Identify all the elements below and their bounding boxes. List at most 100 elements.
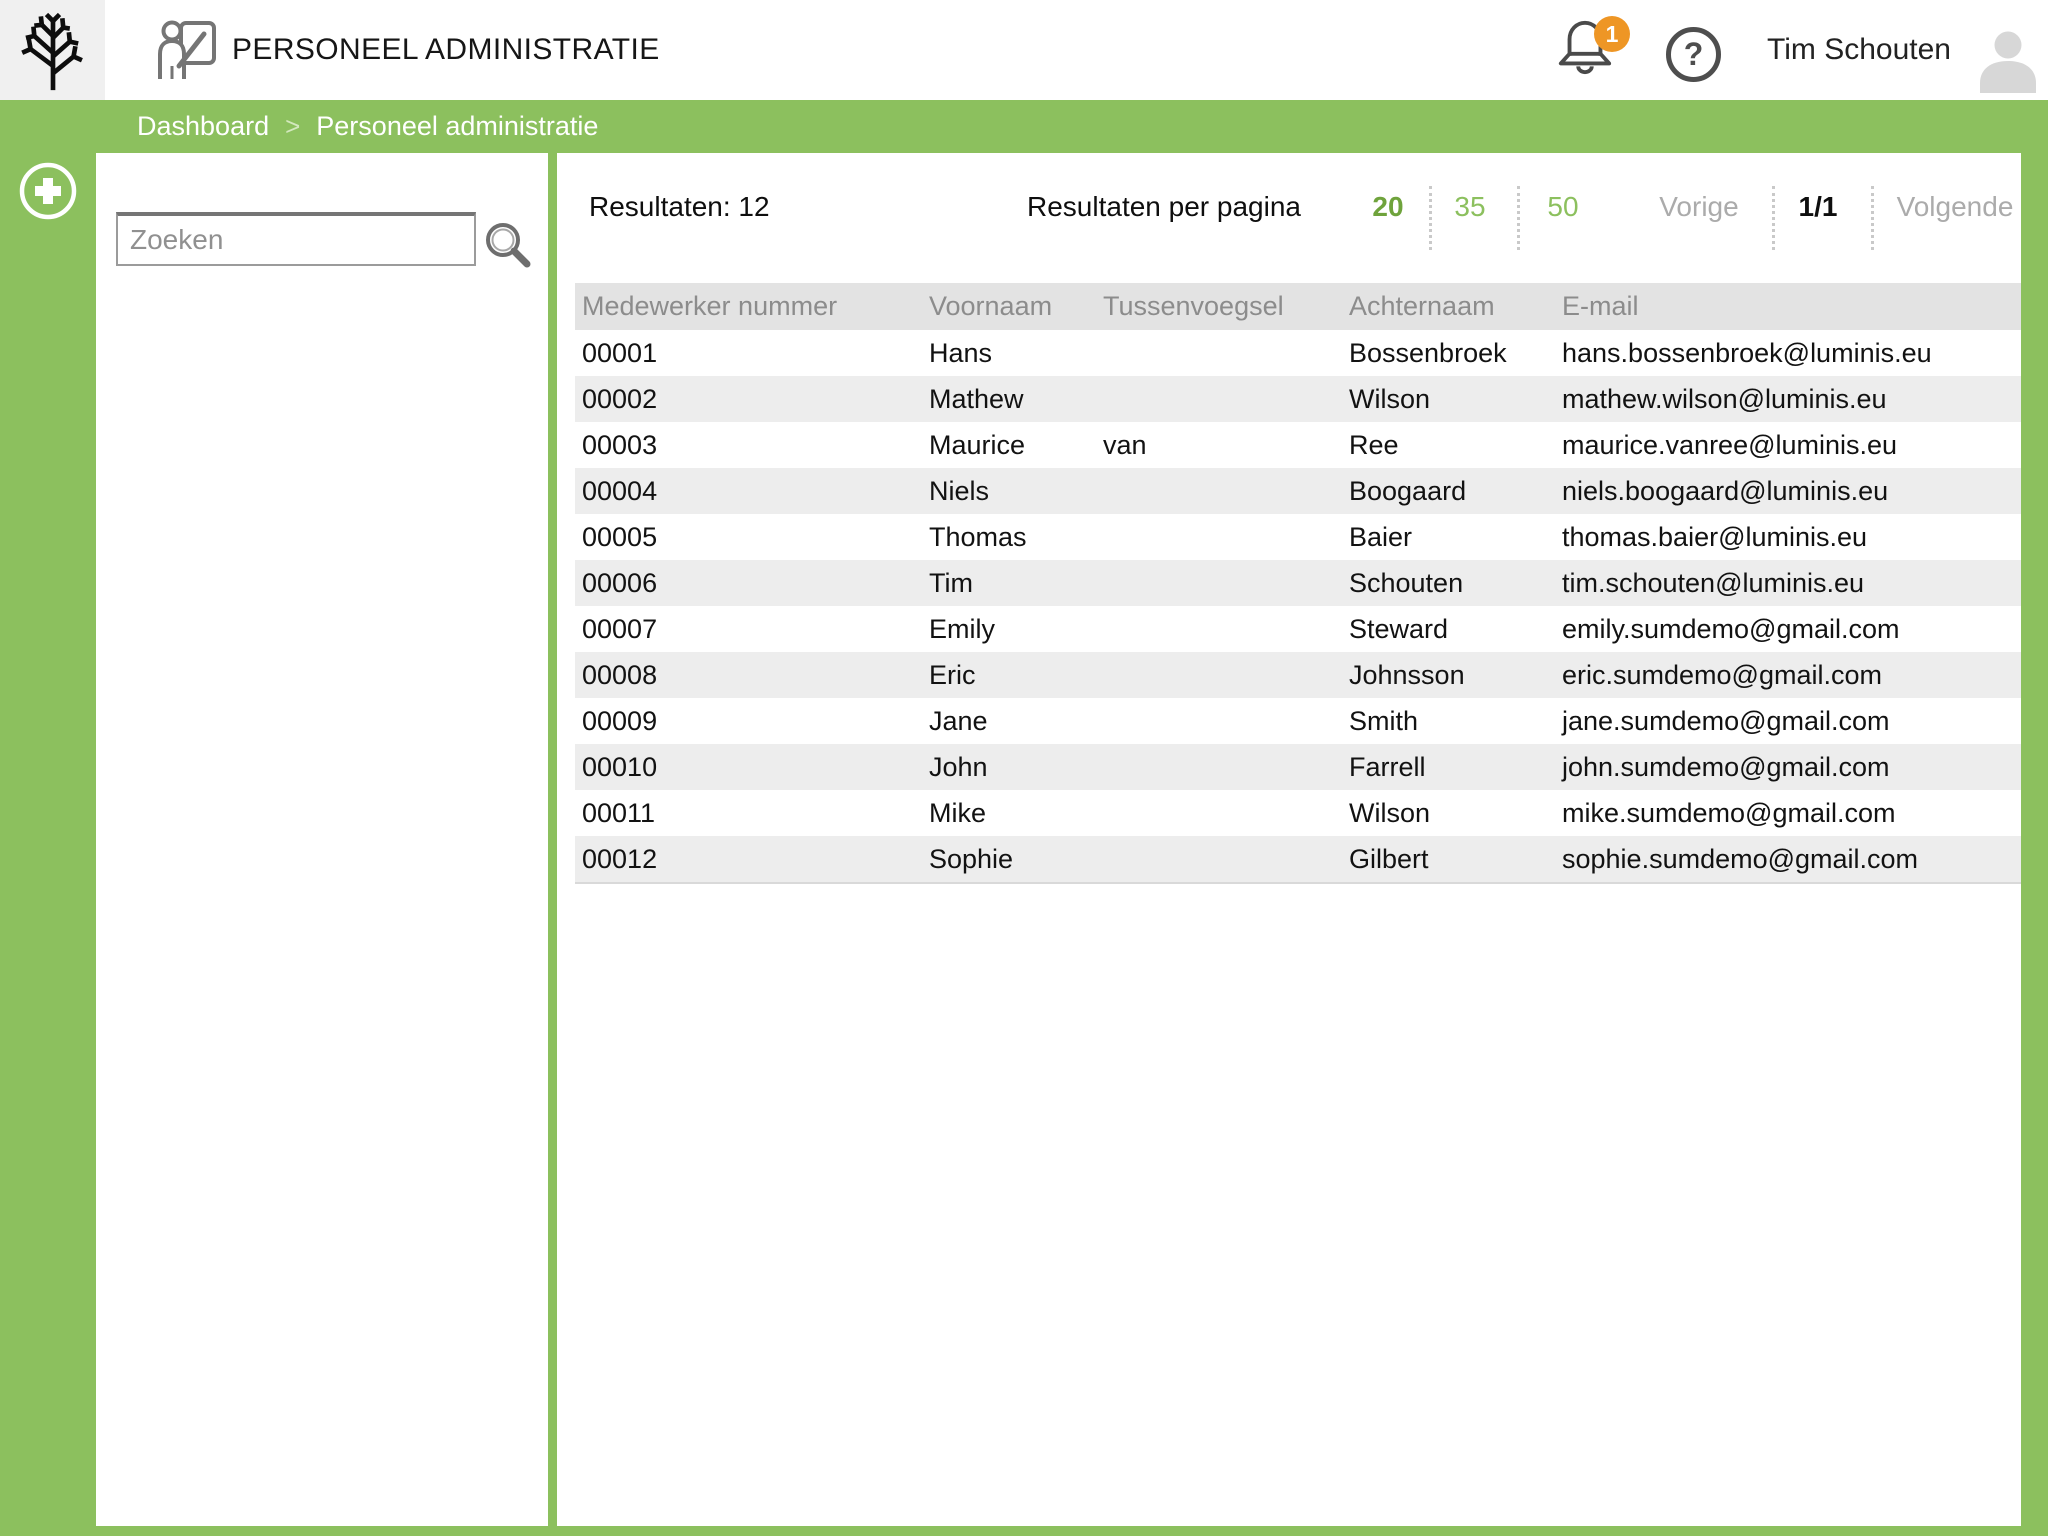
table-row[interactable]: 00011MikeWilsonmike.sumdemo@gmail.com xyxy=(575,790,2021,836)
cell-email: maurice.vanree@luminis.eu xyxy=(1555,422,2021,468)
table-row[interactable]: 00004NielsBoogaardniels.boogaard@luminis… xyxy=(575,468,2021,514)
cell-voornaam: Mathew xyxy=(922,376,1096,422)
notification-badge: 1 xyxy=(1594,16,1630,52)
column-header-voornaam: Voornaam xyxy=(922,283,1096,330)
divider xyxy=(1772,186,1775,250)
column-header-medewerker-nummer: Medewerker nummer xyxy=(575,283,922,330)
breadcrumb-current: Personeel administratie xyxy=(316,111,598,142)
cell-email: john.sumdemo@gmail.com xyxy=(1555,744,2021,790)
cell-voornaam: Tim xyxy=(922,560,1096,606)
page-size-50[interactable]: 50 xyxy=(1547,191,1578,223)
cell-tussenvoegsel xyxy=(1096,376,1342,422)
cell-email: mike.sumdemo@gmail.com xyxy=(1555,790,2021,836)
cell-medewerker-nummer: 00011 xyxy=(575,790,922,836)
next-page-button[interactable]: Volgende xyxy=(1897,191,2014,223)
cell-tussenvoegsel xyxy=(1096,744,1342,790)
cell-medewerker-nummer: 00001 xyxy=(575,330,922,376)
divider xyxy=(1429,186,1432,250)
cell-medewerker-nummer: 00009 xyxy=(575,698,922,744)
cell-medewerker-nummer: 00004 xyxy=(575,468,922,514)
table-row[interactable]: 00006Tim Schoutentim.schouten@luminis.eu xyxy=(575,560,2021,606)
cell-medewerker-nummer: 00010 xyxy=(575,744,922,790)
cell-medewerker-nummer: 00002 xyxy=(575,376,922,422)
table-row[interactable]: 00005ThomasBaierthomas.baier@luminis.eu xyxy=(575,514,2021,560)
cell-email: eric.sumdemo@gmail.com xyxy=(1555,652,2021,698)
plus-icon xyxy=(19,162,77,220)
cell-voornaam: Mike xyxy=(922,790,1096,836)
cell-voornaam: Emily xyxy=(922,606,1096,652)
help-button[interactable]: ? xyxy=(1666,27,1721,82)
cell-achternaam: Baier xyxy=(1342,514,1555,560)
cell-email: emily.sumdemo@gmail.com xyxy=(1555,606,2021,652)
cell-achternaam: Steward xyxy=(1342,606,1555,652)
cell-voornaam: Eric xyxy=(922,652,1096,698)
cell-medewerker-nummer: 00008 xyxy=(575,652,922,698)
cell-voornaam: Thomas xyxy=(922,514,1096,560)
cell-email: hans.bossenbroek@luminis.eu xyxy=(1555,330,2021,376)
cell-achternaam: Ree xyxy=(1342,422,1555,468)
table-row[interactable]: 00009JaneSmithjane.sumdemo@gmail.com xyxy=(575,698,2021,744)
divider xyxy=(1517,186,1520,250)
divider xyxy=(1871,186,1874,250)
cell-voornaam: Jane xyxy=(922,698,1096,744)
search-sidebar xyxy=(96,153,548,1526)
cell-medewerker-nummer: 00003 xyxy=(575,422,922,468)
page-size-35[interactable]: 35 xyxy=(1454,191,1485,223)
person-presenting-icon xyxy=(158,18,216,82)
cell-achternaam: Boogaard xyxy=(1342,468,1555,514)
table-row[interactable]: 00003MauricevanReemaurice.vanree@luminis… xyxy=(575,422,2021,468)
cell-achternaam: Smith xyxy=(1342,698,1555,744)
cell-tussenvoegsel xyxy=(1096,514,1342,560)
cell-email: sophie.sumdemo@gmail.com xyxy=(1555,836,2021,882)
employee-table: Medewerker nummerVoornaamTussenvoegselAc… xyxy=(575,283,2021,884)
breadcrumb-dashboard[interactable]: Dashboard xyxy=(137,111,269,142)
cell-medewerker-nummer: 00007 xyxy=(575,606,922,652)
breadcrumb: Dashboard > Personeel administratie xyxy=(0,100,2048,153)
results-count: Resultaten: 12 xyxy=(589,191,770,223)
cell-tussenvoegsel xyxy=(1096,652,1342,698)
cell-achternaam: Wilson xyxy=(1342,376,1555,422)
cell-voornaam: Niels xyxy=(922,468,1096,514)
cell-voornaam: Sophie xyxy=(922,836,1096,882)
table-row[interactable]: 00012Sophie Gilbertsophie.sumdemo@gmail.c… xyxy=(575,836,2021,882)
tree-icon xyxy=(14,8,92,92)
table-row[interactable]: 00001Hans Bossenbroekhans.bossenbroek@lum… xyxy=(575,330,2021,376)
search-input[interactable] xyxy=(116,212,476,266)
cell-achternaam: Farrell xyxy=(1342,744,1555,790)
notifications-button[interactable]: 1 xyxy=(1556,16,1636,92)
cell-email: mathew.wilson@luminis.eu xyxy=(1555,376,2021,422)
cell-email: tim.schouten@luminis.eu xyxy=(1555,560,2021,606)
cell-tussenvoegsel xyxy=(1096,698,1342,744)
cell-tussenvoegsel xyxy=(1096,790,1342,836)
page-indicator: 1/1 xyxy=(1799,191,1838,223)
cell-achternaam: Schouten xyxy=(1342,560,1555,606)
app-logo[interactable] xyxy=(0,0,105,100)
table-row[interactable]: 00002Mathew Wilsonmathew.wilson@luminis.e… xyxy=(575,376,2021,422)
cell-medewerker-nummer: 00012 xyxy=(575,836,922,882)
magnifier-icon[interactable] xyxy=(482,219,534,271)
page-size-20[interactable]: 20 xyxy=(1372,191,1403,223)
page-title: PERSONEEL ADMINISTRATIE xyxy=(232,33,660,67)
cell-voornaam: Hans xyxy=(922,330,1096,376)
question-mark-icon: ? xyxy=(1684,36,1704,73)
breadcrumb-separator: > xyxy=(285,111,300,142)
cell-achternaam: Gilbert xyxy=(1342,836,1555,882)
cell-tussenvoegsel xyxy=(1096,606,1342,652)
cell-email: thomas.baier@luminis.eu xyxy=(1555,514,2021,560)
results-per-page-label: Resultaten per pagina xyxy=(1027,191,1301,223)
add-employee-button[interactable] xyxy=(19,162,77,220)
avatar[interactable] xyxy=(1978,29,2038,93)
previous-page-button[interactable]: Vorige xyxy=(1659,191,1738,223)
cell-achternaam: Bossenbroek xyxy=(1342,330,1555,376)
cell-voornaam: Maurice xyxy=(922,422,1096,468)
table-row[interactable]: 00010JohnFarrelljohn.sumdemo@gmail.com xyxy=(575,744,2021,790)
column-header-achternaam: Achternaam xyxy=(1342,283,1555,330)
table-row[interactable]: 00008Eric Johnssoneric.sumdemo@gmail.com xyxy=(575,652,2021,698)
cell-medewerker-nummer: 00006 xyxy=(575,560,922,606)
cell-achternaam: Johnsson xyxy=(1342,652,1555,698)
table-row[interactable]: 00007Emily Stewardemily.sumdemo@gmail.com xyxy=(575,606,2021,652)
main-panel: Resultaten: 12 Resultaten per pagina 20 … xyxy=(557,153,2021,1526)
user-name: Tim Schouten xyxy=(1767,0,1951,100)
cell-tussenvoegsel xyxy=(1096,560,1342,606)
cell-tussenvoegsel xyxy=(1096,468,1342,514)
